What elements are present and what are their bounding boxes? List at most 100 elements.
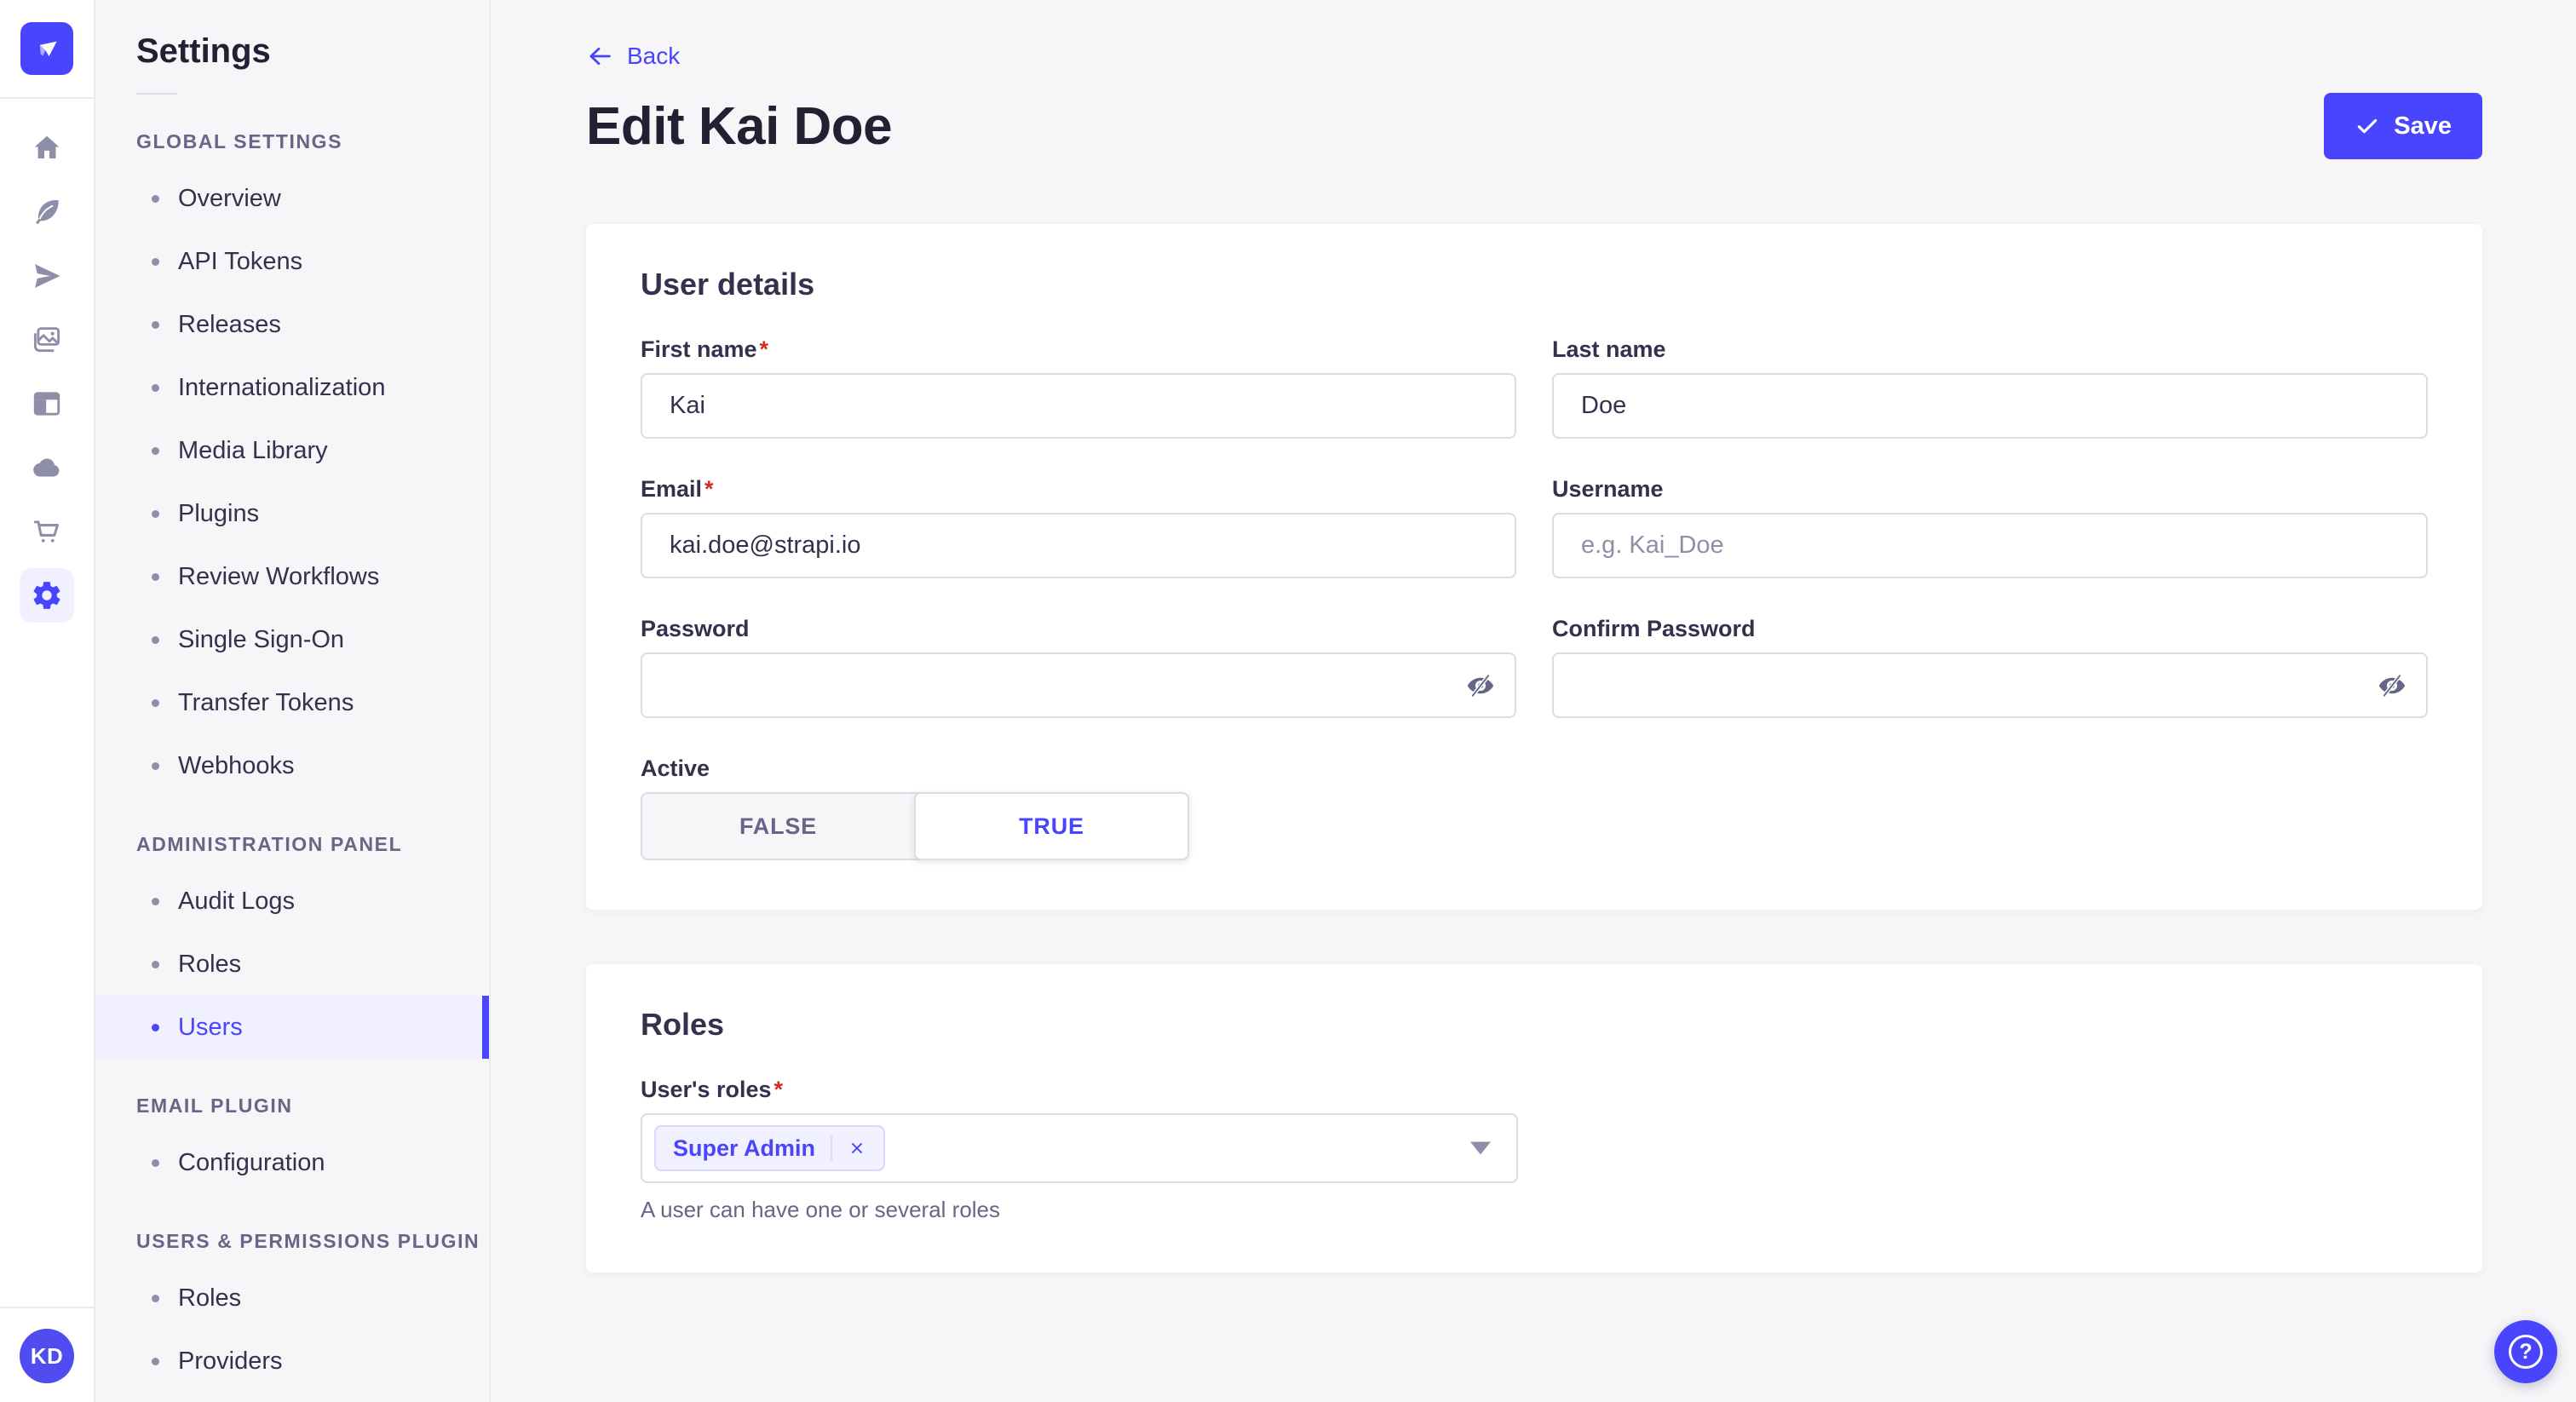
role-tag-divider [831,1135,833,1161]
images-icon[interactable] [20,313,74,367]
confirm-password-field-group: Confirm Password [1552,616,2428,718]
check-icon [2358,118,2378,134]
password-label: Password [641,616,750,641]
roles-heading: Roles [641,1007,725,1042]
roles-hint: A user can have one or several roles [641,1197,1001,1222]
password-visibility-toggle[interactable] [1465,670,1496,701]
cart-icon[interactable] [20,504,74,559]
role-tag: Super Admin [654,1125,886,1171]
strapi-logo[interactable] [20,22,73,75]
cloud-icon[interactable] [20,440,74,495]
bullet-dot [152,509,159,518]
sidebar-item-roles[interactable]: Roles [95,933,489,996]
feather-icon[interactable] [20,185,74,239]
save-button[interactable]: Save [2324,93,2482,159]
bullet-dot [152,960,159,968]
last-name-input[interactable] [1552,373,2428,439]
bullet-dot [152,446,159,455]
question-mark-icon: ? [2509,1335,2543,1369]
password-input[interactable] [641,652,1516,718]
eye-off-icon [2378,673,2406,698]
back-link[interactable]: Back [586,43,680,70]
sidebar-item-label: Users [178,1013,243,1041]
sidebar-item-plugins[interactable]: Plugins [95,482,489,545]
confirm-password-input[interactable] [1552,652,2428,718]
user-details-heading: User details [641,267,815,302]
first-name-label: First name * [641,336,769,362]
required-marker: * [759,336,769,362]
sidebar-nav: GLOBAL SETTINGS Overview API Tokens Release… [95,130,489,1393]
sidebar-item-label: API Tokens [178,247,303,275]
save-label: Save [2394,112,2452,140]
close-icon [852,1143,862,1153]
sidebar-section-label: GLOBAL SETTINGS [136,130,343,152]
bullet-dot [152,1023,159,1031]
username-label: Username [1552,476,1664,502]
user-roles-select[interactable]: Super Admin [641,1113,1518,1183]
confirm-password-label: Confirm Password [1552,616,1756,641]
help-button[interactable]: ? [2494,1320,2557,1383]
sidebar-item-single-sign-on[interactable]: Single Sign-On [95,608,489,671]
bullet-dot [152,635,159,644]
main-content: Back Edit Kai Doe Save User details Firs… [491,0,2576,1402]
sidebar-item-audit-logs[interactable]: Audit Logs [95,870,489,933]
bullet-dot [152,257,159,266]
sidebar-item-label: Review Workflows [178,562,380,590]
title-row: Edit Kai Doe Save [586,93,2482,159]
required-marker: * [773,1077,784,1102]
sidebar-item-label: Configuration [178,1148,325,1176]
bullet-dot [152,320,159,329]
sidebar-item-api-tokens[interactable]: API Tokens [95,230,489,293]
active-toggle: FALSE TRUE [641,792,1189,860]
username-input[interactable] [1552,513,2428,578]
sidebar-item-label: Transfer Tokens [178,688,354,716]
rail-divider [0,1307,95,1308]
remove-role-button[interactable] [848,1139,866,1158]
active-toggle-true[interactable]: TRUE [914,792,1189,860]
strapi-logo-icon [39,41,57,57]
password-field-group: Password [641,616,1516,718]
sidebar-item-releases[interactable]: Releases [95,293,489,356]
sidebar-item-roles[interactable]: Roles [95,1267,489,1330]
sidebar-item-label: Internationalization [178,373,386,401]
sidebar-item-label: Media Library [178,436,328,464]
active-field-group: Active FALSE TRUE [641,756,2428,860]
sidebar-section-label: USERS & PERMISSIONS PLUGIN [136,1230,480,1252]
user-details-grid: First name* Last name Email* [641,336,2428,718]
first-name-field-group: First name * [641,336,1516,439]
roles-card: Roles User's roles * Super Admin [586,964,2482,1273]
last-name-label: Last name [1552,336,1666,362]
sidebar-item-label: Audit Logs [178,887,296,915]
paper-plane-icon[interactable] [20,249,74,303]
email-input[interactable] [641,513,1516,578]
sidebar-item-review-workflows[interactable]: Review Workflows [95,545,489,608]
home-icon[interactable] [20,121,74,175]
last-name-field-group: Last name [1552,336,2428,439]
sidebar-item-media-library[interactable]: Media Library [95,419,489,482]
sidebar-item-webhooks[interactable]: Webhooks [95,734,489,797]
bullet-dot [152,897,159,905]
sidebar-item-transfer-tokens[interactable]: Transfer Tokens [95,671,489,734]
first-name-input[interactable] [641,373,1516,439]
confirm-password-visibility-toggle[interactable] [2377,670,2407,701]
bullet-dot [152,761,159,770]
layout-icon[interactable] [20,376,74,431]
sidebar-item-overview[interactable]: Overview [95,167,489,230]
sidebar-section-label: ADMINISTRATION PANEL [136,833,403,855]
username-field-group: Username [1552,476,2428,578]
sidebar-item-label: Releases [178,310,281,338]
bullet-dot [152,698,159,707]
active-toggle-false[interactable]: FALSE [739,813,817,839]
back-label: Back [627,43,681,69]
sidebar-item-providers[interactable]: Providers [95,1330,489,1393]
user-details-card: User details First name* Last name Email… [586,224,2482,910]
avatar[interactable]: KD [20,1329,74,1383]
sidebar-item-configuration[interactable]: Configuration [95,1131,489,1194]
required-marker: * [704,476,714,502]
sidebar-item-internationalization[interactable]: Internationalization [95,356,489,419]
sidebar-item-users[interactable]: Users [95,996,489,1059]
rail-nav [20,121,74,623]
sidebar-section-label: EMAIL PLUGIN [136,1095,293,1117]
gear-icon[interactable] [20,568,74,623]
sidebar-item-label: Roles [178,1284,242,1312]
